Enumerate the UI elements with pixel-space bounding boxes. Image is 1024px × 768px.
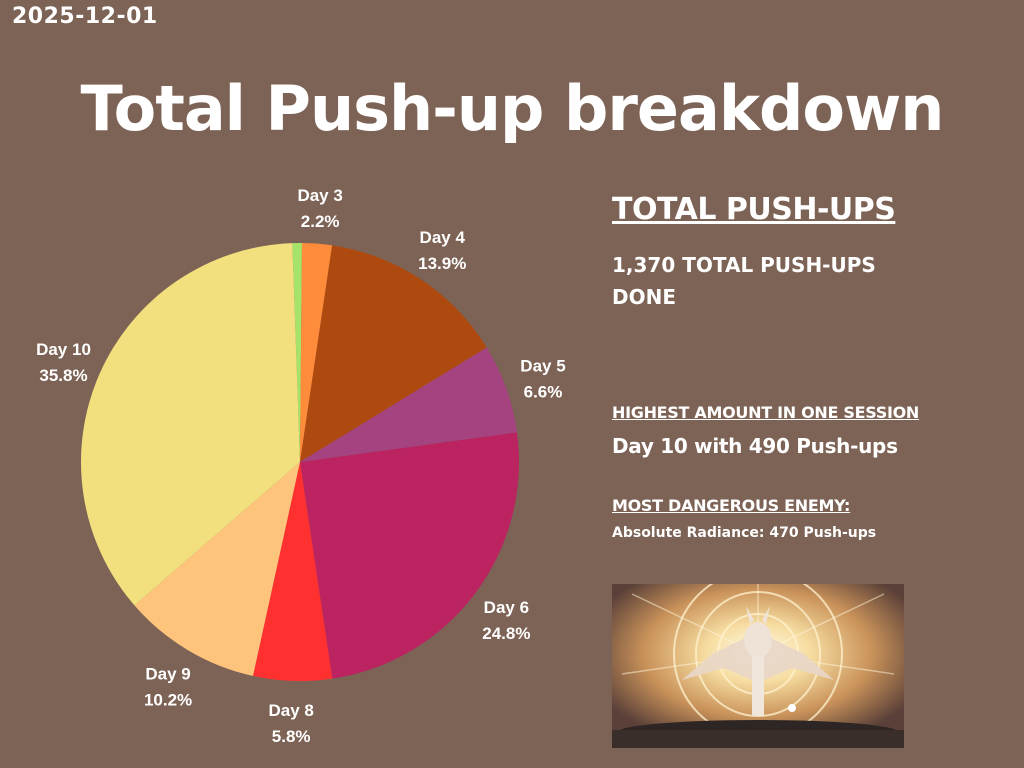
page-title: Total Push-up breakdown [80, 72, 945, 145]
summary-panel: TOTAL PUSH-UPS 1,370 TOTAL PUSH-UPS DONE… [612, 192, 1012, 541]
slice-pct-day-10: 35.8% [39, 366, 87, 385]
slice-label-day-9: Day 9 [145, 665, 190, 684]
pie-slice-day-3 [300, 243, 333, 462]
slice-label-day-5: Day 5 [520, 356, 565, 375]
total-heading: TOTAL PUSH-UPS [612, 192, 896, 227]
highest-heading: HIGHEST AMOUNT IN ONE SESSION [612, 403, 920, 422]
date-label: 2025-12-01 [12, 4, 158, 29]
slice-label-day-3: Day 3 [297, 186, 342, 205]
enemy-heading: MOST DANGEROUS ENEMY: [612, 496, 851, 515]
pie-slice-day-5 [300, 347, 517, 462]
pie-slice-day-8 [252, 462, 333, 681]
pie-slice-day-10 [80, 243, 300, 606]
boss-image [612, 584, 904, 748]
pie-slice-day-2 [292, 243, 302, 462]
pie-slice-day-4 [300, 245, 487, 462]
slice-pct-day-5: 6.6% [524, 382, 563, 401]
highest-text: Day 10 with 490 Push-ups [612, 434, 898, 458]
slice-label-day-6: Day 6 [484, 598, 529, 617]
slice-label-day-10: Day 10 [36, 340, 91, 359]
slice-pct-day-8: 5.8% [272, 727, 311, 746]
slice-label-day-4: Day 4 [420, 228, 466, 247]
slice-pct-day-4: 13.9% [418, 254, 466, 273]
slice-pct-day-6: 24.8% [482, 624, 530, 643]
pie-chart: Day 3 2.2% Day 4 13.9% Day 5 6.6% Day 6 24.8% Da… [36, 186, 566, 746]
slice-pct-day-9: 10.2% [144, 691, 192, 710]
pie-slice-day-6 [300, 432, 519, 679]
pie-slice-day-9 [134, 462, 300, 676]
enemy-text: Absolute Radiance: 470 Push-ups [612, 525, 877, 541]
slice-pct-day-3: 2.2% [301, 212, 340, 231]
total-text: 1,370 TOTAL PUSH-UPS DONE [612, 253, 876, 309]
slice-label-day-8: Day 8 [268, 701, 313, 720]
